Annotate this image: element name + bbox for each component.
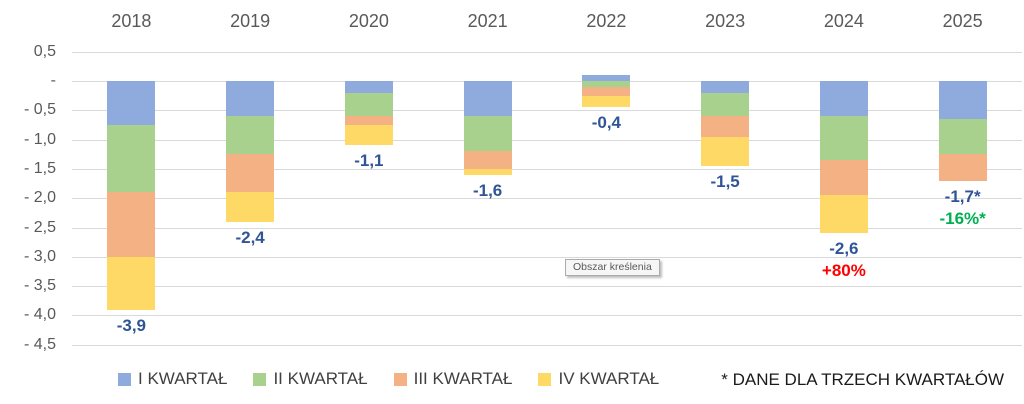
gridline [72,51,1022,53]
bar-segment-2022-iv-kwartał[interactable] [582,95,631,108]
bar-segment-2019-iii-kwartał[interactable] [226,154,275,193]
gridline [72,198,1022,200]
bar-segment-2018-i-kwartał[interactable] [107,81,156,125]
total-label-2022: -0,4 [591,113,622,133]
y-axis-tick-label: 0,5 [33,42,56,60]
y-axis-tick-label: - 1,0 [23,130,56,148]
extra-label-2024: +80% [821,261,866,281]
gridline [72,110,1022,112]
bar-segment-2023-iv-kwartał[interactable] [701,136,750,166]
category-label-2021: 2021 [467,11,508,31]
bar-segment-2023-ii-kwartał[interactable] [701,92,750,117]
bar-segment-2024-iii-kwartał[interactable] [819,160,868,196]
bar-segment-2022-ii-kwartał[interactable] [582,81,631,87]
gridline [72,168,1022,170]
bar-segment-2019-iv-kwartał[interactable] [226,192,275,222]
bar-segment-2023-iii-kwartał[interactable] [701,116,750,137]
bar-segment-2025-iii-kwartał[interactable] [938,154,987,181]
bar-segment-2024-i-kwartał[interactable] [819,81,868,117]
bar-segment-2021-i-kwartał[interactable] [463,81,512,117]
legend-label: I KWARTAŁ [138,369,228,388]
bar-segment-2018-iii-kwartał[interactable] [107,192,156,257]
legend-label: III KWARTAŁ [413,369,513,388]
gridline [72,227,1022,229]
total-label-2021: -1,6 [472,180,503,200]
bar-segment-2018-iv-kwartał[interactable] [107,256,156,310]
bar-segment-2020-iii-kwartał[interactable] [344,116,393,125]
bar-segment-2019-i-kwartał[interactable] [226,81,275,117]
bar-segment-2020-ii-kwartał[interactable] [344,92,393,117]
bar-segment-2025-ii-kwartał[interactable] [938,119,987,155]
legend-swatch-icon [538,372,552,386]
y-axis-tick-label: - 3,0 [23,247,56,265]
y-axis-tick-label: - 0,5 [23,101,56,119]
category-label-2024: 2024 [823,11,864,31]
legend-swatch-icon [118,372,131,386]
bar-segment-2018-ii-kwartał[interactable] [107,124,156,193]
y-axis-tick-label: - 3,5 [23,277,56,295]
bar-segment-2024-ii-kwartał[interactable] [819,116,868,161]
category-label-2022: 2022 [586,11,627,31]
category-label-2019: 2019 [230,11,271,31]
bar-segment-2020-iv-kwartał[interactable] [344,124,393,146]
bar-segment-2021-iii-kwartał[interactable] [463,151,512,169]
category-label-2023: 2023 [705,11,746,31]
gridline [72,256,1022,258]
legend: I KWARTAŁ II KWARTAŁ III KWARTAŁ IV KWARTAŁ [118,369,659,389]
legend-item-iii-kwartał[interactable]: III KWARTAŁ [393,369,513,389]
bar-segment-2024-iv-kwartał[interactable] [819,195,868,234]
total-label-2024: -2,6 [829,239,859,259]
footnote: * DANE DLA TRZECH KWARTAŁÓW [721,370,1004,389]
legend-swatch-icon [393,372,407,386]
y-axis-tick-label: - 2,0 [23,189,56,207]
category-label-2025: 2025 [942,11,983,31]
gridline [72,344,1022,346]
plot-area-tooltip: Obszar kreślenia [565,259,660,276]
gridline [72,139,1022,141]
gridline [72,81,1022,82]
legend-swatch-icon [253,372,267,386]
bar-segment-2021-iv-kwartał[interactable] [463,168,512,175]
bar-segment-2022-i-kwartał[interactable] [582,75,631,81]
legend-item-iv-kwartał[interactable]: IV KWARTAŁ [538,369,659,389]
y-axis-tick-label: - 4,5 [23,335,56,353]
bar-segment-2025-i-kwartał[interactable] [938,81,987,120]
y-axis-tick-label: - 1,5 [23,159,56,177]
category-label-2020: 2020 [348,11,389,31]
bar-segment-2020-i-kwartał[interactable] [344,81,393,93]
bar-segment-2023-i-kwartał[interactable] [701,81,750,93]
bar-segment-2019-ii-kwartał[interactable] [226,116,275,155]
total-label-2023: -1,5 [710,171,740,191]
gridline [72,286,1022,288]
y-axis-tick-label: - [50,72,56,89]
gridline [72,315,1022,317]
bar-segment-2021-ii-kwartał[interactable] [463,116,512,152]
extra-label-2025: -16%* [939,208,986,228]
total-label-2020: -1,1 [354,151,384,171]
legend-label: II KWARTAŁ [273,369,368,388]
legend-item-ii-kwartał[interactable]: II KWARTAŁ [253,369,368,389]
total-label-2018: -3,9 [116,315,147,335]
legend-item-i-kwartał[interactable]: I KWARTAŁ [118,369,227,389]
total-label-2025: -1,7* [944,186,981,206]
legend-label: IV KWARTAŁ [558,369,660,388]
category-label-2018: 2018 [111,11,152,31]
y-axis-tick-label: - 2,5 [23,218,56,236]
total-label-2019: -2,4 [235,227,265,247]
bar-segment-2022-iii-kwartał[interactable] [582,86,631,96]
y-axis-tick-label: - 4,0 [23,306,56,324]
